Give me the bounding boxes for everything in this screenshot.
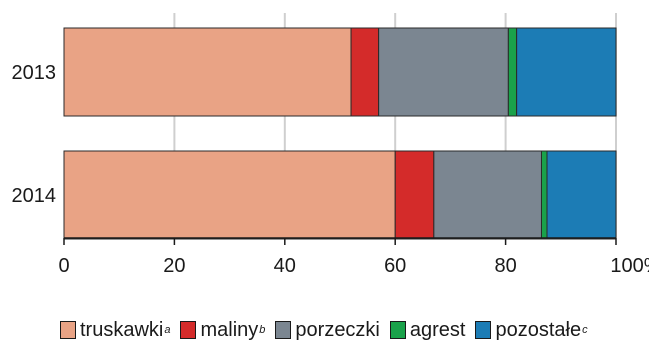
legend-label: truskawki xyxy=(80,319,164,341)
legend-label: pozostałe xyxy=(495,319,582,341)
legend-item: maliny b xyxy=(180,320,265,340)
legend-item: truskawki a xyxy=(60,320,170,340)
legend-swatch xyxy=(389,321,406,339)
bar-segment xyxy=(433,150,542,240)
legend-item: pozostałe c xyxy=(475,319,588,341)
tick-label: 40 xyxy=(274,255,296,277)
bar-segment xyxy=(507,27,518,117)
bar-segment xyxy=(394,150,435,240)
legend-swatch xyxy=(60,321,76,339)
tick-label: 0 xyxy=(58,255,69,277)
tick-label: 100% xyxy=(610,255,649,277)
tick-label: 20 xyxy=(163,255,185,277)
bar-segment xyxy=(63,27,352,117)
tick-label: 80 xyxy=(494,255,516,277)
legend-label: porzeczki xyxy=(295,319,380,341)
x-axis-ticks: 0 20 40 60 80 100% xyxy=(58,238,649,277)
legend-swatch xyxy=(180,321,197,339)
bars xyxy=(63,27,617,240)
bar-segment xyxy=(546,150,617,240)
bar-segment xyxy=(540,150,548,240)
bar-segment xyxy=(350,27,380,117)
legend-item: agrest xyxy=(389,319,466,341)
legend-swatch xyxy=(275,321,292,339)
bar-segment xyxy=(378,27,509,117)
legend-swatch xyxy=(475,321,492,339)
bar-segment xyxy=(63,150,396,240)
y-axis-labels: 2013 2014 xyxy=(12,62,57,207)
legend-label: maliny xyxy=(200,319,259,341)
y-axis-label: 2014 xyxy=(12,185,57,207)
y-axis-label: 2013 xyxy=(12,62,57,84)
legend-label: agrest xyxy=(409,319,466,341)
legend: truskawki a maliny b porzeczki agrest pozostał… xyxy=(60,318,649,342)
bar-segment xyxy=(516,27,617,117)
tick-label: 60 xyxy=(384,255,406,277)
legend-item: porzeczki xyxy=(275,319,380,341)
